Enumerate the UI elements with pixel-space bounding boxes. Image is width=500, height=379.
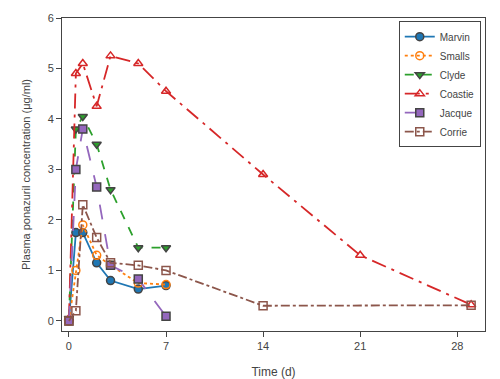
svg-text:1: 1 bbox=[48, 264, 54, 276]
svg-text:6: 6 bbox=[48, 12, 54, 24]
svg-text:0: 0 bbox=[66, 340, 72, 352]
svg-text:2: 2 bbox=[48, 214, 54, 226]
svg-text:Smalls: Smalls bbox=[440, 51, 470, 62]
svg-text:4: 4 bbox=[48, 113, 54, 125]
svg-text:Coastie: Coastie bbox=[440, 89, 474, 100]
svg-text:0: 0 bbox=[48, 315, 54, 327]
svg-text:Corrie: Corrie bbox=[440, 127, 468, 138]
svg-text:21: 21 bbox=[354, 340, 366, 352]
svg-text:28: 28 bbox=[451, 340, 463, 352]
svg-text:Time (d): Time (d) bbox=[251, 365, 295, 379]
svg-text:14: 14 bbox=[257, 340, 269, 352]
svg-text:Clyde: Clyde bbox=[440, 70, 466, 81]
svg-text:Plasma ponazuril concentration: Plasma ponazuril concentration (μg/ml) bbox=[20, 79, 32, 270]
svg-text:7: 7 bbox=[163, 340, 169, 352]
svg-text:Jacque: Jacque bbox=[440, 108, 473, 119]
svg-text:Marvin: Marvin bbox=[440, 32, 470, 43]
svg-text:3: 3 bbox=[48, 163, 54, 175]
svg-text:5: 5 bbox=[48, 62, 54, 74]
